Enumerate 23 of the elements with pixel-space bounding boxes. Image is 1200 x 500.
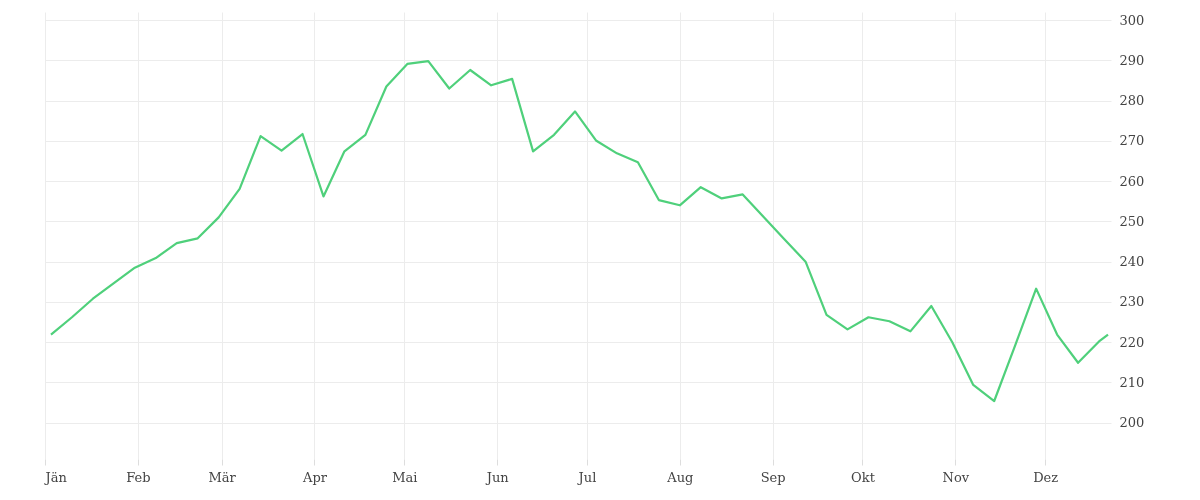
x-tick-label: Jun	[484, 469, 510, 485]
y-tick-label: 220	[1119, 334, 1145, 350]
x-tick-label: Feb	[126, 469, 151, 485]
y-tick-label: 270	[1119, 133, 1145, 149]
x-tick-label: Jän	[43, 469, 68, 485]
x-tick-label: Sep	[760, 469, 786, 485]
x-tick-label: Nov	[942, 469, 970, 485]
y-tick-label: 290	[1119, 52, 1145, 68]
y-tick-label: 230	[1119, 294, 1145, 310]
x-tick-label: Aug	[666, 469, 694, 485]
y-tick-label: 300	[1119, 12, 1145, 28]
y-tick-label: 200	[1119, 415, 1145, 431]
y-tick-label: 280	[1119, 93, 1145, 109]
x-tick-label: Okt	[851, 469, 876, 485]
x-tick-label: Mai	[392, 469, 418, 485]
x-tick-label: Jul	[576, 469, 597, 485]
y-tick-label: 210	[1119, 374, 1145, 390]
y-tick-label: 250	[1119, 213, 1145, 229]
y-tick-label: 260	[1119, 173, 1145, 189]
x-tick-label: Apr	[302, 469, 328, 485]
y-tick-label: 240	[1119, 254, 1145, 270]
x-tick-label: Mär	[208, 469, 237, 485]
x-tick-label: Dez	[1033, 469, 1059, 485]
